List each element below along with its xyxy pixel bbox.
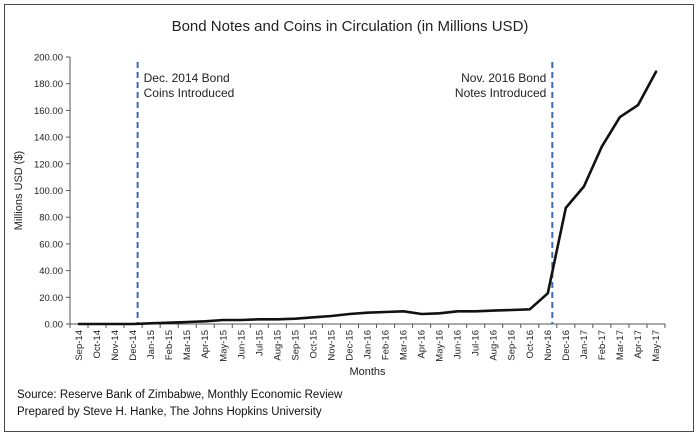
x-tick-label: Mar-17 — [615, 330, 626, 360]
x-tick-label: Feb-15 — [164, 330, 175, 360]
x-tick-label: Apr-17 — [633, 330, 644, 359]
x-tick-label: Sep-14 — [74, 330, 85, 361]
x-tick-label: Sep-15 — [290, 330, 301, 361]
x-tick-label: Mar-15 — [182, 330, 193, 360]
y-axis-title: Millions USD ($) — [13, 151, 25, 230]
x-tick-label: May-17 — [651, 330, 662, 362]
event-marker-label: Coins Introduced — [144, 86, 235, 100]
series-line — [77, 70, 658, 326]
source-note: Source: Reserve Bank of Zimbabwe, Monthl… — [17, 389, 343, 401]
x-tick-label: Aug-16 — [489, 330, 500, 361]
x-axis-title: Months — [349, 366, 386, 378]
x-tick-label: Apr-16 — [417, 330, 428, 359]
prepared-by-note: Prepared by Steve H. Hanke, The Johns Ho… — [17, 406, 322, 418]
x-tick-label: Jun-15 — [236, 330, 247, 359]
x-tick-label: Feb-17 — [597, 330, 608, 360]
x-tick-label: Dec-16 — [561, 330, 572, 361]
chart-title: Bond Notes and Coins in Circulation (in … — [171, 18, 529, 35]
x-tick-label: Mar-16 — [399, 330, 410, 360]
y-tick-label: 40.00 — [39, 266, 63, 277]
y-tick-label: 160.00 — [34, 106, 63, 117]
x-tick-label: Nov-15 — [326, 330, 337, 361]
y-tick-label: 0.00 — [45, 320, 64, 331]
x-tick-label: Jun-16 — [453, 330, 464, 359]
x-tick-label: Sep-16 — [507, 330, 518, 361]
x-tick-label: Oct-16 — [525, 330, 536, 359]
event-marker-label: Dec. 2014 Bond — [144, 71, 230, 85]
y-tick-label: 180.00 — [34, 79, 63, 90]
y-tick-label: 80.00 — [39, 213, 63, 224]
y-tick-label: 200.00 — [34, 53, 63, 64]
x-tick-label: May-16 — [435, 330, 446, 362]
x-tick-label: Feb-16 — [381, 330, 392, 360]
x-tick-label: Apr-15 — [200, 330, 211, 359]
y-tick-label: 100.00 — [34, 186, 63, 197]
x-tick-label: Jul-15 — [254, 330, 265, 356]
y-tick-label: 120.00 — [34, 159, 63, 170]
x-tick-label: Jan-17 — [579, 330, 590, 359]
chart-frame — [4, 4, 694, 432]
x-tick-label: Dec-15 — [344, 330, 355, 361]
x-tick-label: Oct-14 — [92, 330, 103, 359]
y-tick-label: 60.00 — [39, 239, 63, 250]
event-marker-label: Notes Introduced — [455, 86, 546, 100]
event-marker-label: Nov. 2016 Bond — [461, 71, 546, 85]
x-tick-label: Jan-15 — [146, 330, 157, 359]
x-tick-label: Nov-16 — [543, 330, 554, 361]
x-tick-label: Aug-15 — [272, 330, 283, 361]
x-tick-label: May-15 — [218, 330, 229, 362]
x-tick-label: Oct-15 — [308, 330, 319, 359]
x-tick-label: Jul-16 — [471, 330, 482, 356]
x-tick-label: Dec-14 — [128, 330, 139, 361]
x-tick-label: Nov-14 — [110, 330, 121, 361]
y-tick-label: 20.00 — [39, 293, 63, 304]
x-tick-label: Jan-16 — [363, 330, 374, 359]
y-tick-label: 140.00 — [34, 133, 63, 144]
